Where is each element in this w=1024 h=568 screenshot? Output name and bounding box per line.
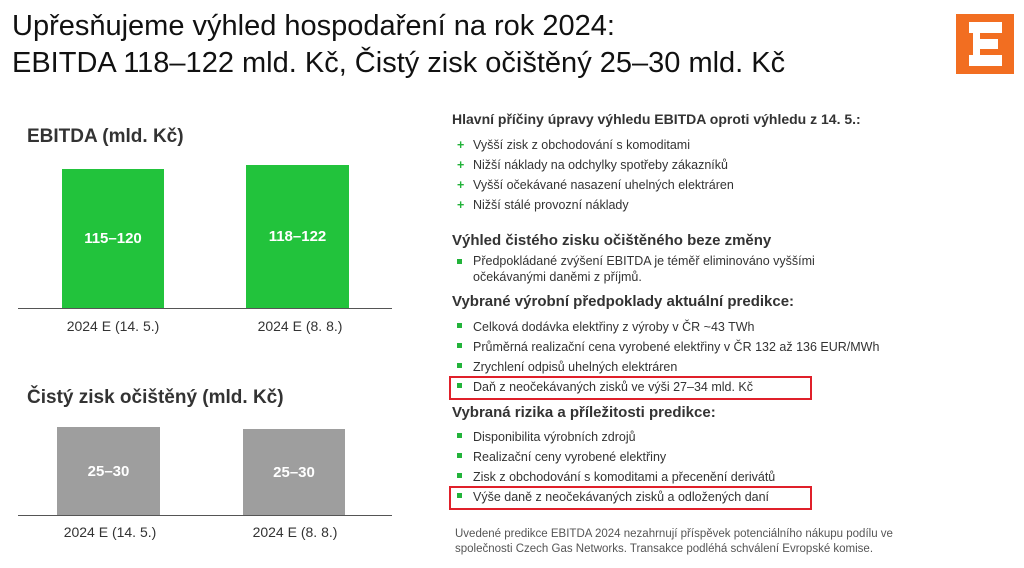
net-profit-list: Předpokládané zvýšení EBITDA je téměř el… (457, 253, 815, 285)
footnote: Uvedené predikce EBITDA 2024 nezahrnují … (455, 528, 893, 555)
list-item: Celková dodávka elektřiny z výroby v ČR … (457, 317, 879, 337)
net-profit-bar-2: 25–30 (243, 429, 345, 515)
page-title: Upřesňujeme výhled hospodaření na rok 20… (12, 8, 785, 82)
net-profit-chart-title: Čistý zisk očištěný (mld. Kč) (27, 387, 284, 408)
ebitda-reasons-heading: Hlavní příčiny úpravy výhledu EBITDA opr… (452, 111, 861, 127)
ebitda-bar-2-label: 118–122 (268, 228, 327, 245)
list-item: + Nižší náklady na odchylky spotřeby záka… (457, 155, 734, 175)
assumptions-list: Celková dodávka elektřiny z výroby v ČR … (457, 317, 879, 397)
bullet-icon (457, 433, 462, 438)
cez-logo-icon (956, 14, 1014, 74)
plus-icon: + (457, 178, 465, 192)
net-profit-category-1: 2024 E (14. 5.) (63, 524, 157, 540)
list-item: Předpokládané zvýšení EBITDA je téměř el… (457, 253, 815, 285)
ebitda-category-1: 2024 E (14. 5.) (66, 318, 160, 334)
ebitda-bar-2: 118–122 (246, 165, 349, 308)
list-item: Zisk z obchodování s komoditami a přecen… (457, 467, 775, 487)
list-item: + Nižší stálé provozní náklady (457, 195, 734, 215)
list-item: Daň z neočekávaných zisků ve výši 27–34 … (457, 377, 879, 397)
net-profit-category-2: 2024 E (8. 8.) (252, 524, 338, 540)
bullet-icon (457, 383, 462, 388)
bullet-icon (457, 323, 462, 328)
highlight-box-windfall-tax (449, 376, 812, 400)
highlight-box-tax-risk (449, 486, 812, 510)
list-item: Realizační ceny vyrobené elektřiny (457, 447, 775, 467)
net-profit-baseline (18, 515, 392, 516)
net-profit-bar-1-label: 25–30 (87, 462, 130, 480)
ebitda-baseline (18, 308, 392, 309)
bullet-icon (457, 259, 462, 264)
bullet-icon (457, 453, 462, 458)
bullet-icon (457, 363, 462, 368)
ebitda-bar-1-label: 115–120 (84, 230, 142, 247)
list-item: + Vyšší očekávané nasazení uhelných elekt… (457, 175, 734, 195)
list-item: Průměrná realizační cena vyrobené elektř… (457, 337, 879, 357)
title-line-1: Upřesňujeme výhled hospodaření na rok 20… (12, 10, 615, 42)
plus-icon: + (457, 158, 465, 172)
ebitda-chart-title: EBITDA (mld. Kč) (27, 126, 184, 147)
net-profit-bar-2-label: 25–30 (273, 463, 315, 481)
risks-heading: Vybraná rizika a příležitosti predikce: (452, 404, 716, 421)
title-line-2: EBITDA 118–122 mld. Kč, Čistý zisk očišt… (12, 47, 786, 79)
assumptions-heading: Vybrané výrobní předpoklady aktuální pre… (452, 293, 795, 310)
bullet-icon (457, 493, 462, 498)
list-item: Zrychlení odpisů uhelných elektráren (457, 357, 879, 377)
list-item: Disponibilita výrobních zdrojů (457, 427, 775, 447)
list-item: + Vyšší zisk z obchodování s komoditami (457, 135, 734, 155)
list-item: Výše daně z neočekávaných zisků a odlože… (457, 487, 775, 507)
net-profit-heading: Výhled čistého zisku očištěného beze změ… (452, 232, 772, 249)
bullet-icon (457, 473, 462, 478)
ebitda-bar-1: 115–120 (62, 169, 164, 308)
ebitda-category-2: 2024 E (8. 8.) (257, 318, 343, 334)
plus-icon: + (457, 198, 465, 212)
bullet-icon (457, 343, 462, 348)
ebitda-reasons-list: + Vyšší zisk z obchodování s komoditami +… (457, 135, 734, 215)
risks-list: Disponibilita výrobních zdrojů Realizačn… (457, 427, 775, 507)
plus-icon: + (457, 138, 465, 152)
net-profit-bar-1: 25–30 (57, 427, 160, 515)
